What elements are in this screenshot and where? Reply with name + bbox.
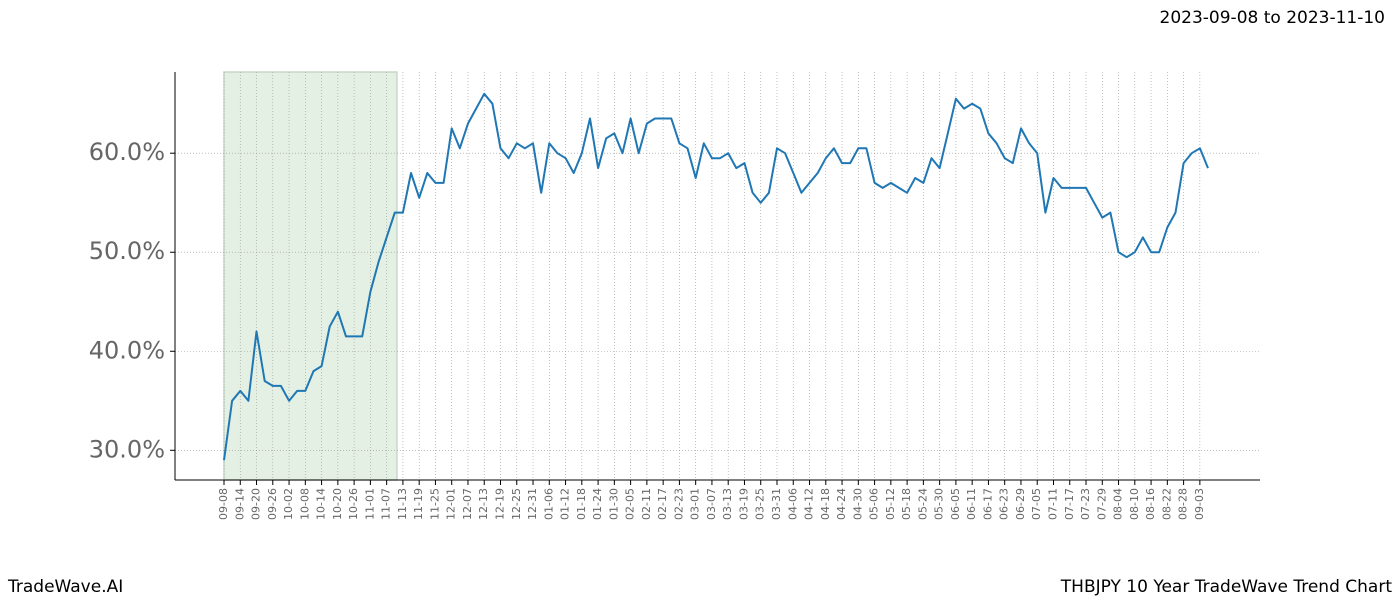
x-tick-label: 04-30 (851, 488, 864, 520)
trend-line (223, 92, 1209, 461)
x-tick-label: 09-03 (1193, 488, 1206, 520)
x-tick-label: 02-17 (656, 488, 669, 520)
x-tick-label: 01-18 (575, 488, 588, 520)
x-tick-label: 04-12 (803, 488, 816, 520)
x-tick-label: 11-19 (412, 488, 425, 520)
x-tick-label: 04-24 (835, 488, 848, 520)
x-tick-label: 07-11 (1046, 488, 1059, 520)
x-tick-label: 05-06 (868, 488, 881, 520)
x-tick-label: 05-24 (916, 488, 929, 520)
x-tick-label: 04-18 (819, 488, 832, 520)
chart-caption: THBJPY 10 Year TradeWave Trend Chart (1060, 577, 1393, 597)
x-tick-label: 06-05 (949, 488, 962, 520)
x-tick-label: 03-01 (689, 488, 702, 520)
x-tick-label: 02-11 (640, 488, 653, 520)
x-tick-label: 08-22 (1160, 488, 1173, 520)
x-tick-label: 09-20 (250, 488, 263, 520)
brand: TradeWave.AI (7, 577, 123, 597)
x-tick-label: 06-23 (998, 488, 1011, 520)
x-tick-label: 12-07 (461, 488, 474, 520)
y-tick-label: 60.0% (89, 138, 165, 166)
x-tick-label: 01-30 (607, 488, 620, 520)
x-tick-label: 03-07 (705, 488, 718, 520)
x-tick-label: 11-07 (380, 488, 393, 520)
x-tick-label: 06-29 (1014, 488, 1027, 520)
x-tick-label: 09-26 (266, 488, 279, 520)
x-tick-label: 03-19 (737, 488, 750, 520)
x-tick-label: 06-17 (981, 488, 994, 520)
x-tick-label: 01-12 (559, 488, 572, 520)
x-tick-label: 10-26 (347, 488, 360, 520)
x-tick-label: 12-13 (477, 488, 490, 520)
x-tick-label: 07-05 (1030, 488, 1043, 520)
x-tick-label: 05-30 (933, 488, 946, 520)
x-tick-label: 10-08 (298, 488, 311, 520)
x-tick-label: 10-02 (282, 488, 295, 520)
x-tick-label: 08-16 (1144, 488, 1157, 520)
x-tick-label: 08-28 (1177, 488, 1190, 520)
x-tick-label: 05-18 (900, 488, 913, 520)
highlight-region (223, 71, 398, 481)
x-tick-label: 11-25 (428, 488, 441, 520)
x-tick-label: 12-01 (445, 488, 458, 520)
x-tick-label: 09-08 (217, 488, 230, 520)
y-tick-label: 30.0% (89, 435, 165, 463)
x-tick-label: 10-20 (331, 488, 344, 520)
x-tick-label: 02-05 (624, 488, 637, 520)
x-tick-label: 03-31 (770, 488, 783, 520)
x-tick-label: 04-06 (786, 488, 799, 520)
date-range: 2023-09-08 to 2023-11-10 (1160, 8, 1385, 28)
x-tick-label: 07-17 (1063, 488, 1076, 520)
x-tick-label: 09-14 (233, 488, 246, 520)
x-tick-label: 01-06 (542, 488, 555, 520)
x-tick-label: 08-04 (1112, 488, 1125, 520)
x-tick-label: 12-31 (526, 488, 539, 520)
x-tick-label: 10-14 (315, 488, 328, 520)
x-tick-label: 05-12 (884, 488, 897, 520)
x-tick-label: 07-29 (1095, 488, 1108, 520)
x-tick-label: 08-10 (1128, 488, 1141, 520)
x-tick-label: 12-19 (493, 488, 506, 520)
y-tick-label: 40.0% (89, 336, 165, 364)
x-tick-label: 02-23 (672, 488, 685, 520)
x-tick-label: 11-01 (363, 488, 376, 520)
x-tick-label: 06-11 (965, 488, 978, 520)
x-tick-label: 03-25 (754, 488, 767, 520)
x-tick-label: 07-23 (1079, 488, 1092, 520)
x-tick-label: 01-24 (591, 488, 604, 520)
y-tick-label: 50.0% (89, 237, 165, 265)
x-tick-label: 11-13 (396, 488, 409, 520)
x-tick-label: 03-13 (721, 488, 734, 520)
x-tick-label: 12-25 (510, 488, 523, 520)
